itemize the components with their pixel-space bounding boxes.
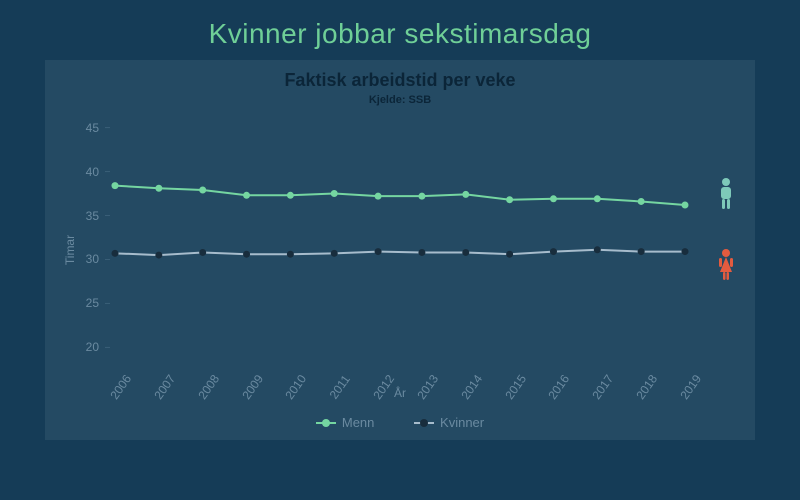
legend-item-kvinner: Kvinner xyxy=(414,415,484,430)
legend-label-menn: Menn xyxy=(342,415,375,430)
plot-area: 2025303540452006200720082009201020112012… xyxy=(105,110,695,365)
y-tick-label: 25 xyxy=(86,296,99,310)
page-title: Kvinner jobbar sekstimarsdag xyxy=(0,0,800,60)
y-tick-label: 45 xyxy=(86,121,99,135)
legend-swatch-kvinner xyxy=(414,422,434,424)
y-tick-label: 40 xyxy=(86,165,99,179)
y-tick-label: 35 xyxy=(86,209,99,223)
legend-label-kvinner: Kvinner xyxy=(440,415,484,430)
legend-item-menn: Menn xyxy=(316,415,375,430)
legend: Menn Kvinner xyxy=(45,412,755,431)
x-axis-label: År xyxy=(45,386,755,400)
male-icon xyxy=(715,177,737,211)
legend-swatch-menn xyxy=(316,422,336,424)
chart-panel: Faktisk arbeidstid per veke Kjelde: SSB … xyxy=(45,60,755,440)
y-tick-label: 30 xyxy=(86,252,99,266)
chart-title: Faktisk arbeidstid per veke xyxy=(45,70,755,91)
y-tick-label: 20 xyxy=(86,340,99,354)
chart-svg xyxy=(105,110,695,365)
female-icon xyxy=(715,248,737,282)
y-axis-label: Timar xyxy=(63,235,77,265)
chart-subtitle: Kjelde: SSB xyxy=(45,94,755,106)
